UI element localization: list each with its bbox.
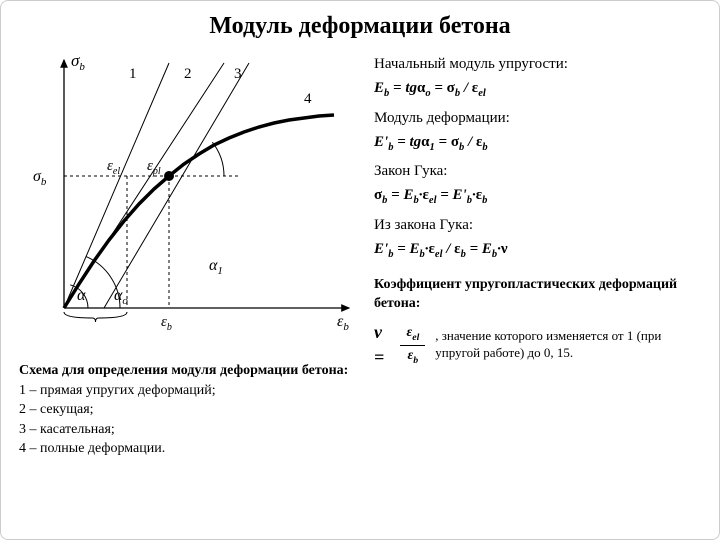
formula-from-hooke: E'b = Eb·εel / εb = Eb·ν [374, 239, 701, 263]
page-title: Модуль деформации бетона [19, 13, 701, 40]
svg-text:εpl: εpl [147, 158, 161, 177]
nu-formula: ν = εel εb , значение которого изменяетс… [374, 320, 701, 370]
svg-text:2: 2 [184, 66, 192, 82]
caption-item: 1 – прямая упругих деформаций; [19, 381, 359, 401]
svg-text:εel: εel [107, 158, 120, 177]
coef-label: Коэффициент упругопластических деформаци… [374, 275, 701, 314]
caption-title: Схема для определения модуля деформации … [19, 361, 359, 381]
svg-text:σb: σb [33, 168, 47, 188]
deformation-diagram: 1 2 3 4 σb σb εel εpl α αo α1 εb εb [19, 48, 359, 348]
formula-hooke-law: σb = Eb·εel = E'b·εb [374, 185, 701, 209]
svg-text:α: α [77, 287, 86, 304]
coefficient-section: Коэффициент упругопластических деформаци… [374, 275, 701, 371]
formula-initial-modulus: Eb = tgαo = σb / εel [374, 78, 701, 102]
svg-text:1: 1 [129, 66, 137, 82]
section-label: Из закона Гука: [374, 215, 701, 236]
section-label: Модуль деформации: [374, 108, 701, 129]
svg-text:σb: σb [71, 51, 85, 73]
svg-text:εb: εb [337, 313, 349, 333]
diagram-caption: Схема для определения модуля деформации … [19, 361, 359, 459]
nu-explanation: , значение которого изменяется от 1 (при… [435, 328, 701, 362]
right-column: Начальный модуль упругости: Eb = tgαo = … [374, 48, 701, 459]
svg-text:4: 4 [304, 91, 312, 107]
svg-text:εb: εb [161, 314, 172, 333]
section-label: Начальный модуль упругости: [374, 54, 701, 75]
caption-item: 3 – касательная; [19, 420, 359, 440]
section-label: Закон Гука: [374, 161, 701, 182]
main-content: 1 2 3 4 σb σb εel εpl α αo α1 εb εb Схема для опреде… [19, 48, 701, 459]
left-column: 1 2 3 4 σb σb εel εpl α αo α1 εb εb Схема для опреде… [19, 48, 359, 459]
caption-item: 4 – полные деформации. [19, 439, 359, 459]
svg-text:3: 3 [234, 66, 242, 82]
svg-text:α1: α1 [209, 257, 223, 277]
svg-text:αo: αo [114, 287, 128, 307]
caption-item: 2 – секущая; [19, 400, 359, 420]
formula-deformation-modulus: E'b = tgα1 = σb / εb [374, 132, 701, 156]
